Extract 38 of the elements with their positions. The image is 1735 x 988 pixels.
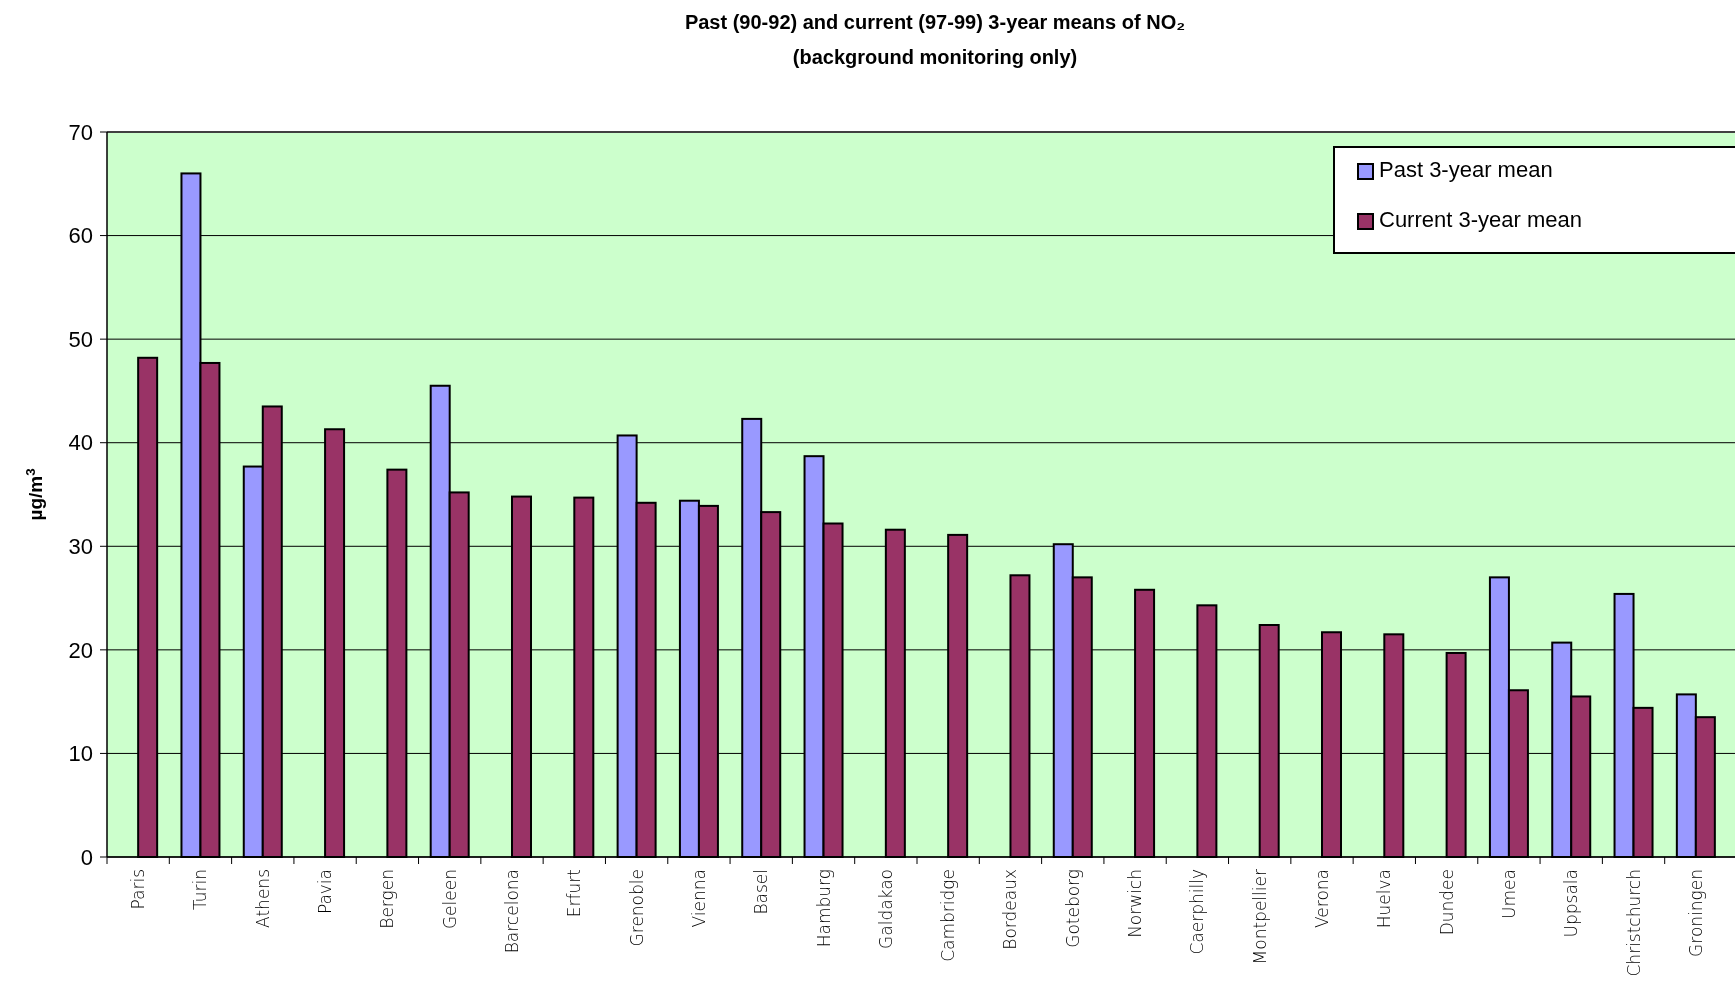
x-tick-label: Montpellier: [1249, 869, 1270, 965]
x-tick-label: Bergen: [377, 869, 398, 929]
x-tick-label: Geleen: [439, 869, 460, 930]
x-tick-label: Paris: [128, 869, 149, 910]
x-tick-label: Norwich: [1125, 869, 1146, 938]
y-tick-label: 40: [68, 430, 93, 456]
x-tick-label: Huelva: [1374, 869, 1395, 929]
y-tick-label: 70: [68, 119, 93, 145]
x-tick-label: Grenoble: [626, 869, 647, 947]
y-tick-label: 10: [68, 741, 93, 767]
x-tick-label: Christchurch: [1623, 869, 1644, 977]
x-tick-label: Galdakao: [875, 869, 896, 949]
x-tick-label: Umea: [1498, 869, 1519, 919]
x-tick-label: Turin: [190, 869, 211, 911]
x-tick-label: Uppsala: [1561, 869, 1582, 938]
chart-title: Past (90-92) and current (97-99) 3-year means of NO₂: [684, 11, 1186, 33]
y-tick-label: 50: [68, 326, 93, 352]
x-tick-label: Bordeaux: [1000, 869, 1021, 950]
x-tick-label: Cambridge: [938, 869, 959, 962]
x-tick-label: Pavia: [315, 869, 336, 915]
x-tick-label: Erfurt: [564, 869, 585, 918]
x-tick-label: Dundee: [1436, 869, 1457, 936]
x-tick-label: Athens: [252, 869, 273, 928]
legend-label: Past 3-year mean: [1379, 157, 1553, 182]
x-tick-label: Groningen: [1685, 869, 1706, 957]
legend-label: Current 3-year mean: [1379, 207, 1582, 232]
y-tick-label: 0: [80, 844, 93, 870]
chart-subtitle: (background monitoring only): [792, 46, 1078, 68]
x-tick-label: Caerphilly: [1187, 869, 1208, 955]
x-tick-label: Vienna: [688, 869, 709, 928]
y-tick-label: 60: [68, 223, 93, 249]
y-tick-label: 30: [68, 533, 93, 559]
x-tick-label: Barcelona: [502, 869, 522, 954]
x-tick-label: Goteborg: [1062, 869, 1083, 948]
y-tick-label: 20: [68, 637, 93, 663]
x-tick-label: Basel: [751, 869, 772, 915]
x-tick-label: Hamburg: [813, 869, 834, 948]
x-tick-label: Verona: [1312, 869, 1332, 928]
